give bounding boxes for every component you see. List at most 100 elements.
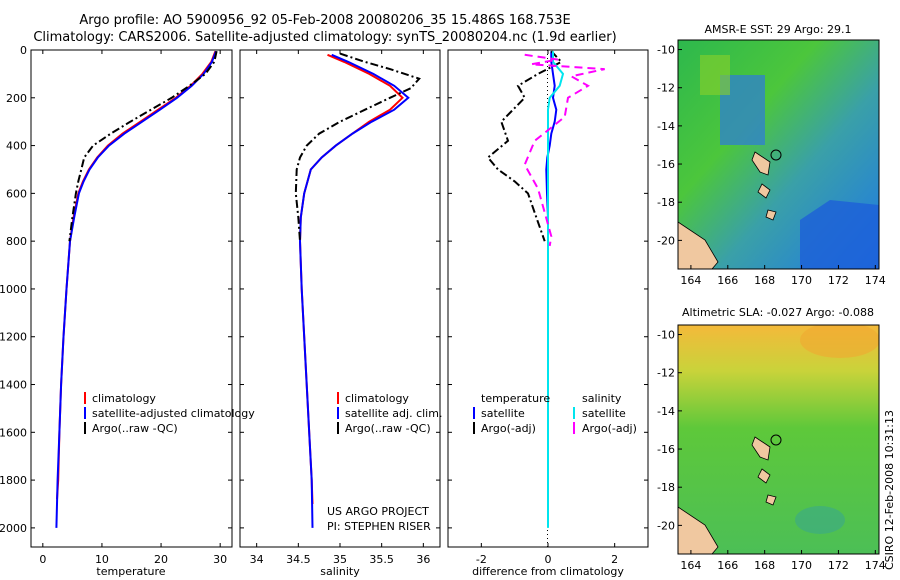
salinity-legend: climatology satellite adj. clim. Argo(..…	[327, 392, 442, 533]
depth-tick-label: 1600	[0, 426, 27, 439]
difference-legend: temperature satellite Argo(-adj) salinit…	[473, 392, 637, 435]
map-lat-tick-label: -14	[657, 120, 675, 133]
map-lat-tick-label: -10	[657, 329, 675, 342]
depth-tick-label: 400	[6, 140, 27, 153]
legend-label-satellite: satellite adj. clim.	[345, 407, 442, 420]
map-lon-tick-label: 170	[791, 559, 812, 572]
legend-label-sal-satellite: satellite	[582, 407, 626, 420]
depth-tick-label: 1200	[0, 331, 27, 344]
map-lat-tick-label: -18	[657, 481, 675, 494]
pi-annotation: PI: STEPHEN RISER	[327, 520, 431, 533]
difference-axis-label: difference from climatology	[472, 565, 624, 578]
island-efate	[757, 468, 771, 484]
series-line-climatology	[298, 53, 404, 505]
sst-map-ticks: 164 166 168 170 172 174 -10 -12 -14 -16 -18 -20	[657, 44, 886, 287]
x-tick-label: 30	[213, 553, 227, 566]
series-line-salinity-argo-adj-	[523, 53, 605, 247]
x-tick-label: 0	[545, 553, 552, 566]
legend-label-climatology: climatology	[92, 392, 156, 405]
depth-tick-label: 2000	[0, 522, 27, 535]
island-new-caledonia	[678, 506, 719, 554]
island-espiritu-santo	[751, 151, 771, 176]
depth-tick-label: 600	[6, 187, 27, 200]
map-lon-tick-label: 164	[680, 274, 701, 287]
map-lat-tick-label: -18	[657, 196, 675, 209]
map-lon-tick-label: 166	[717, 274, 738, 287]
x-tick-label: -2	[476, 553, 487, 566]
map-lon-tick-label: 168	[754, 274, 775, 287]
sst-map	[678, 40, 879, 269]
sla-map-field	[678, 325, 879, 554]
x-tick-label: 10	[95, 553, 109, 566]
legend-label-temp-argo: Argo(-adj)	[481, 422, 536, 435]
island-efate	[757, 183, 771, 199]
csiro-credit: CSIRO 12-Feb-2008 10:31:13	[883, 410, 896, 570]
x-tick-label: 34.5	[286, 553, 311, 566]
temperature-series-group	[55, 50, 218, 528]
series-line-satellite-adj-clim-	[298, 53, 410, 528]
legend-label-sal-argo: Argo(-adj)	[582, 422, 637, 435]
salinity-series-group	[294, 52, 421, 528]
difference-series-group	[486, 50, 605, 528]
x-tick-label: 2	[611, 553, 618, 566]
legend-heading-temperature: temperature	[481, 392, 550, 405]
temperature-axis-label: temperature	[96, 565, 165, 578]
legend-label-satellite: satellite-adjusted climatology	[92, 407, 255, 420]
depth-tick-label: 1000	[0, 283, 27, 296]
series-line-argo-raw-qc-	[68, 50, 218, 242]
series-line-temperature-argo-adj-	[486, 50, 563, 242]
legend-label-temp-satellite: satellite	[481, 407, 525, 420]
map-lon-tick-label: 164	[680, 559, 701, 572]
x-tick-label: 36	[416, 553, 430, 566]
x-tick-label: 20	[154, 553, 168, 566]
series-line-argo-raw-qc-	[294, 52, 421, 242]
map-lat-tick-label: -12	[657, 367, 675, 380]
sla-map-high-patch	[800, 325, 879, 358]
island-tanna	[765, 209, 777, 221]
x-tick-label: 34	[250, 553, 264, 566]
chart-title-line-1: Argo profile: AO 5900956_92 05-Feb-2008 …	[79, 13, 571, 28]
legend-label-climatology: climatology	[345, 392, 409, 405]
map-lat-tick-label: -14	[657, 405, 675, 418]
depth-tick-label: 1400	[0, 379, 27, 392]
legend-label-argo: Argo(..raw -QC)	[92, 422, 178, 435]
sst-map-cold-region	[800, 200, 879, 269]
argo-float-marker	[770, 434, 782, 446]
map-lon-tick-label: 170	[791, 274, 812, 287]
x-tick-labels: 0 10 20 30 34 34.5 35 35.5 36 -2 0 2	[31, 49, 648, 566]
island-espiritu-santo	[751, 436, 771, 461]
temperature-axes-frame	[30, 49, 233, 548]
map-lat-tick-label: -12	[657, 82, 675, 95]
map-lon-tick-label: 174	[865, 274, 886, 287]
island-new-caledonia	[678, 221, 719, 269]
series-line-salinity-satellite	[547, 51, 565, 528]
map-lon-tick-label: 174	[865, 559, 886, 572]
legend-label-argo: Argo(..raw -QC)	[345, 422, 431, 435]
sla-map-title: Altimetric SLA: -0.027 Argo: -0.088	[682, 306, 874, 319]
project-annotation: US ARGO PROJECT	[327, 505, 429, 518]
sla-map-frame	[677, 324, 880, 555]
argo-float-marker	[770, 149, 782, 161]
map-lon-tick-label: 168	[754, 559, 775, 572]
depth-tick-labels: 0 200 400 600 800 1000 1200 1400 1600 1800 2000	[0, 44, 27, 535]
x-tick-label: 35	[333, 553, 347, 566]
depth-tick-label: 200	[6, 92, 27, 105]
sst-map-frame	[677, 39, 880, 270]
sla-map	[678, 325, 879, 554]
map-lon-tick-label: 166	[717, 559, 738, 572]
sla-map-low-patch	[795, 506, 845, 534]
map-lat-tick-label: -20	[657, 234, 675, 247]
legend-heading-salinity: salinity	[582, 392, 622, 405]
sst-map-title: AMSR-E SST: 29 Argo: 29.1	[704, 23, 851, 36]
map-lat-tick-label: -16	[657, 443, 675, 456]
chart-title-line-2: Climatology: CARS2006. Satellite-adjuste…	[33, 30, 617, 45]
x-tick-label: 0	[39, 553, 46, 566]
sst-map-warm-patch	[700, 55, 730, 95]
depth-tick-label: 0	[20, 44, 27, 57]
map-lat-tick-label: -16	[657, 158, 675, 171]
salinity-axis-label: salinity	[320, 565, 360, 578]
temperature-legend: climatology satellite-adjusted climatolo…	[84, 392, 255, 435]
depth-tick-label: 1800	[0, 474, 27, 487]
sla-map-ticks: 164 166 168 170 172 174 -10 -12 -14 -16 -18 -20	[657, 329, 886, 572]
